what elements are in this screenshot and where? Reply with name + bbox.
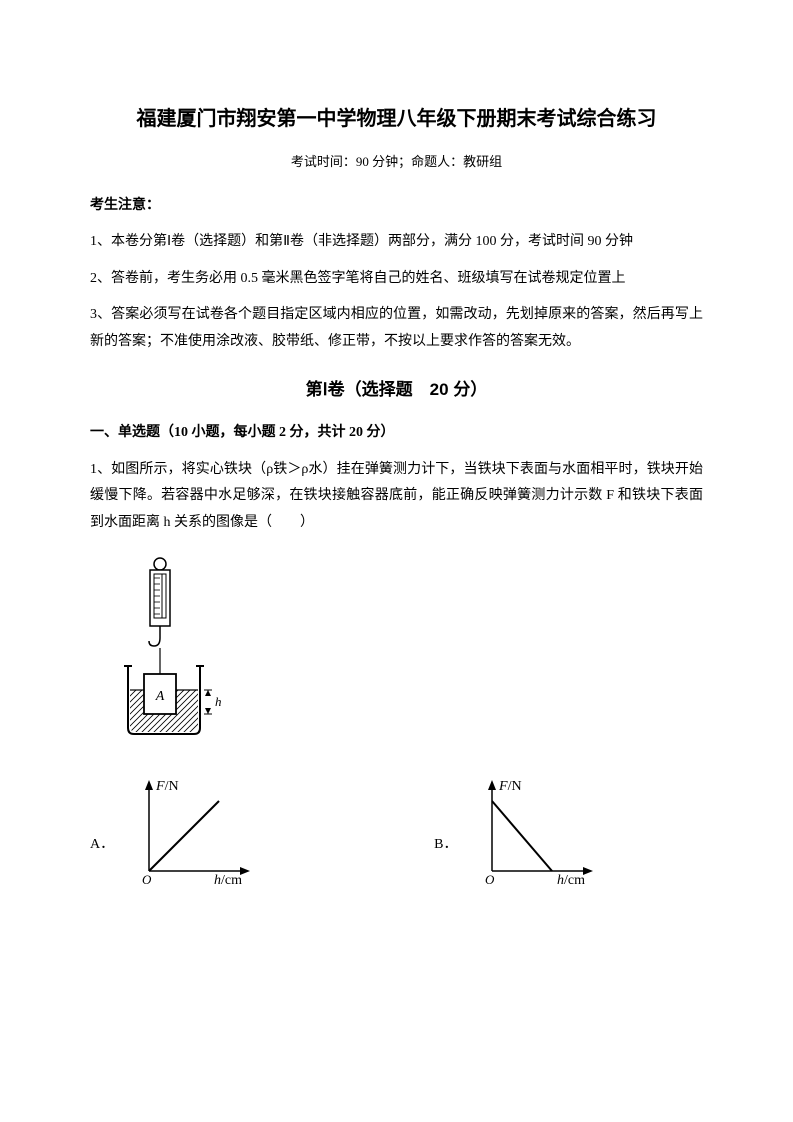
instruction-1: 1、本卷分第Ⅰ卷（选择题）和第Ⅱ卷（非选择题）两部分，满分 100 分，考试时间… <box>90 229 703 256</box>
question-1-text: 1、如图所示，将实心铁块（ρ铁＞ρ水）挂在弹簧测力计下，当铁块下表面与水面相平时… <box>90 457 703 537</box>
chart-a-origin: O <box>142 872 152 886</box>
option-a-chart: F/N O h/cm <box>124 776 264 886</box>
block-label: A <box>155 689 165 704</box>
notice-heading: 考生注意： <box>90 193 703 220</box>
h-label: h <box>215 694 222 709</box>
chart-b-xlabel: h/cm <box>557 873 585 886</box>
chart-b-origin: O <box>485 872 495 886</box>
chart-b-ylabel: F/N <box>498 779 522 794</box>
question-1-figure: A h <box>120 556 703 756</box>
option-a-label: A． <box>90 832 114 859</box>
doc-title: 福建厦门市翔安第一中学物理八年级下册期末考试综合练习 <box>90 100 703 138</box>
instruction-3: 3、答案必须写在试卷各个题目指定区域内相应的位置，如需改动，先划掉原来的答案，然… <box>90 302 703 355</box>
part-1-heading: 一、单选题（10 小题，每小题 2 分，共计 20 分） <box>90 420 703 447</box>
chart-a-ylabel: F/N <box>155 779 179 794</box>
spring-scale-beaker-icon: A h <box>120 556 230 756</box>
option-a: A． F/N O h/cm <box>90 776 264 886</box>
doc-subtitle: 考试时间：90 分钟；命题人：教研组 <box>90 150 703 175</box>
option-b-chart: F/N O h/cm <box>467 776 607 886</box>
option-b: B． F/N O h/cm <box>434 776 607 886</box>
instruction-2: 2、答卷前，考生务必用 0.5 毫米黑色签字笔将自己的姓名、班级填写在试卷规定位… <box>90 266 703 293</box>
question-1-options: A． F/N O h/cm B． F/N <box>90 776 703 886</box>
option-b-label: B． <box>434 832 457 859</box>
section-1-title: 第Ⅰ卷（选择题 20 分） <box>90 374 703 406</box>
chart-a-xlabel: h/cm <box>214 873 242 886</box>
